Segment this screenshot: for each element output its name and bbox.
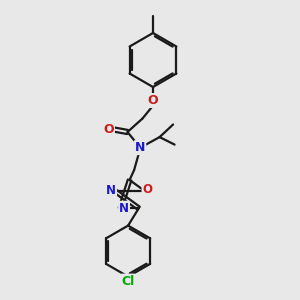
Text: N: N bbox=[106, 184, 116, 197]
Text: N: N bbox=[119, 202, 129, 215]
Text: O: O bbox=[103, 122, 114, 136]
Text: Cl: Cl bbox=[122, 274, 135, 288]
Text: O: O bbox=[148, 94, 158, 107]
Text: N: N bbox=[135, 141, 145, 154]
Text: O: O bbox=[142, 183, 152, 196]
